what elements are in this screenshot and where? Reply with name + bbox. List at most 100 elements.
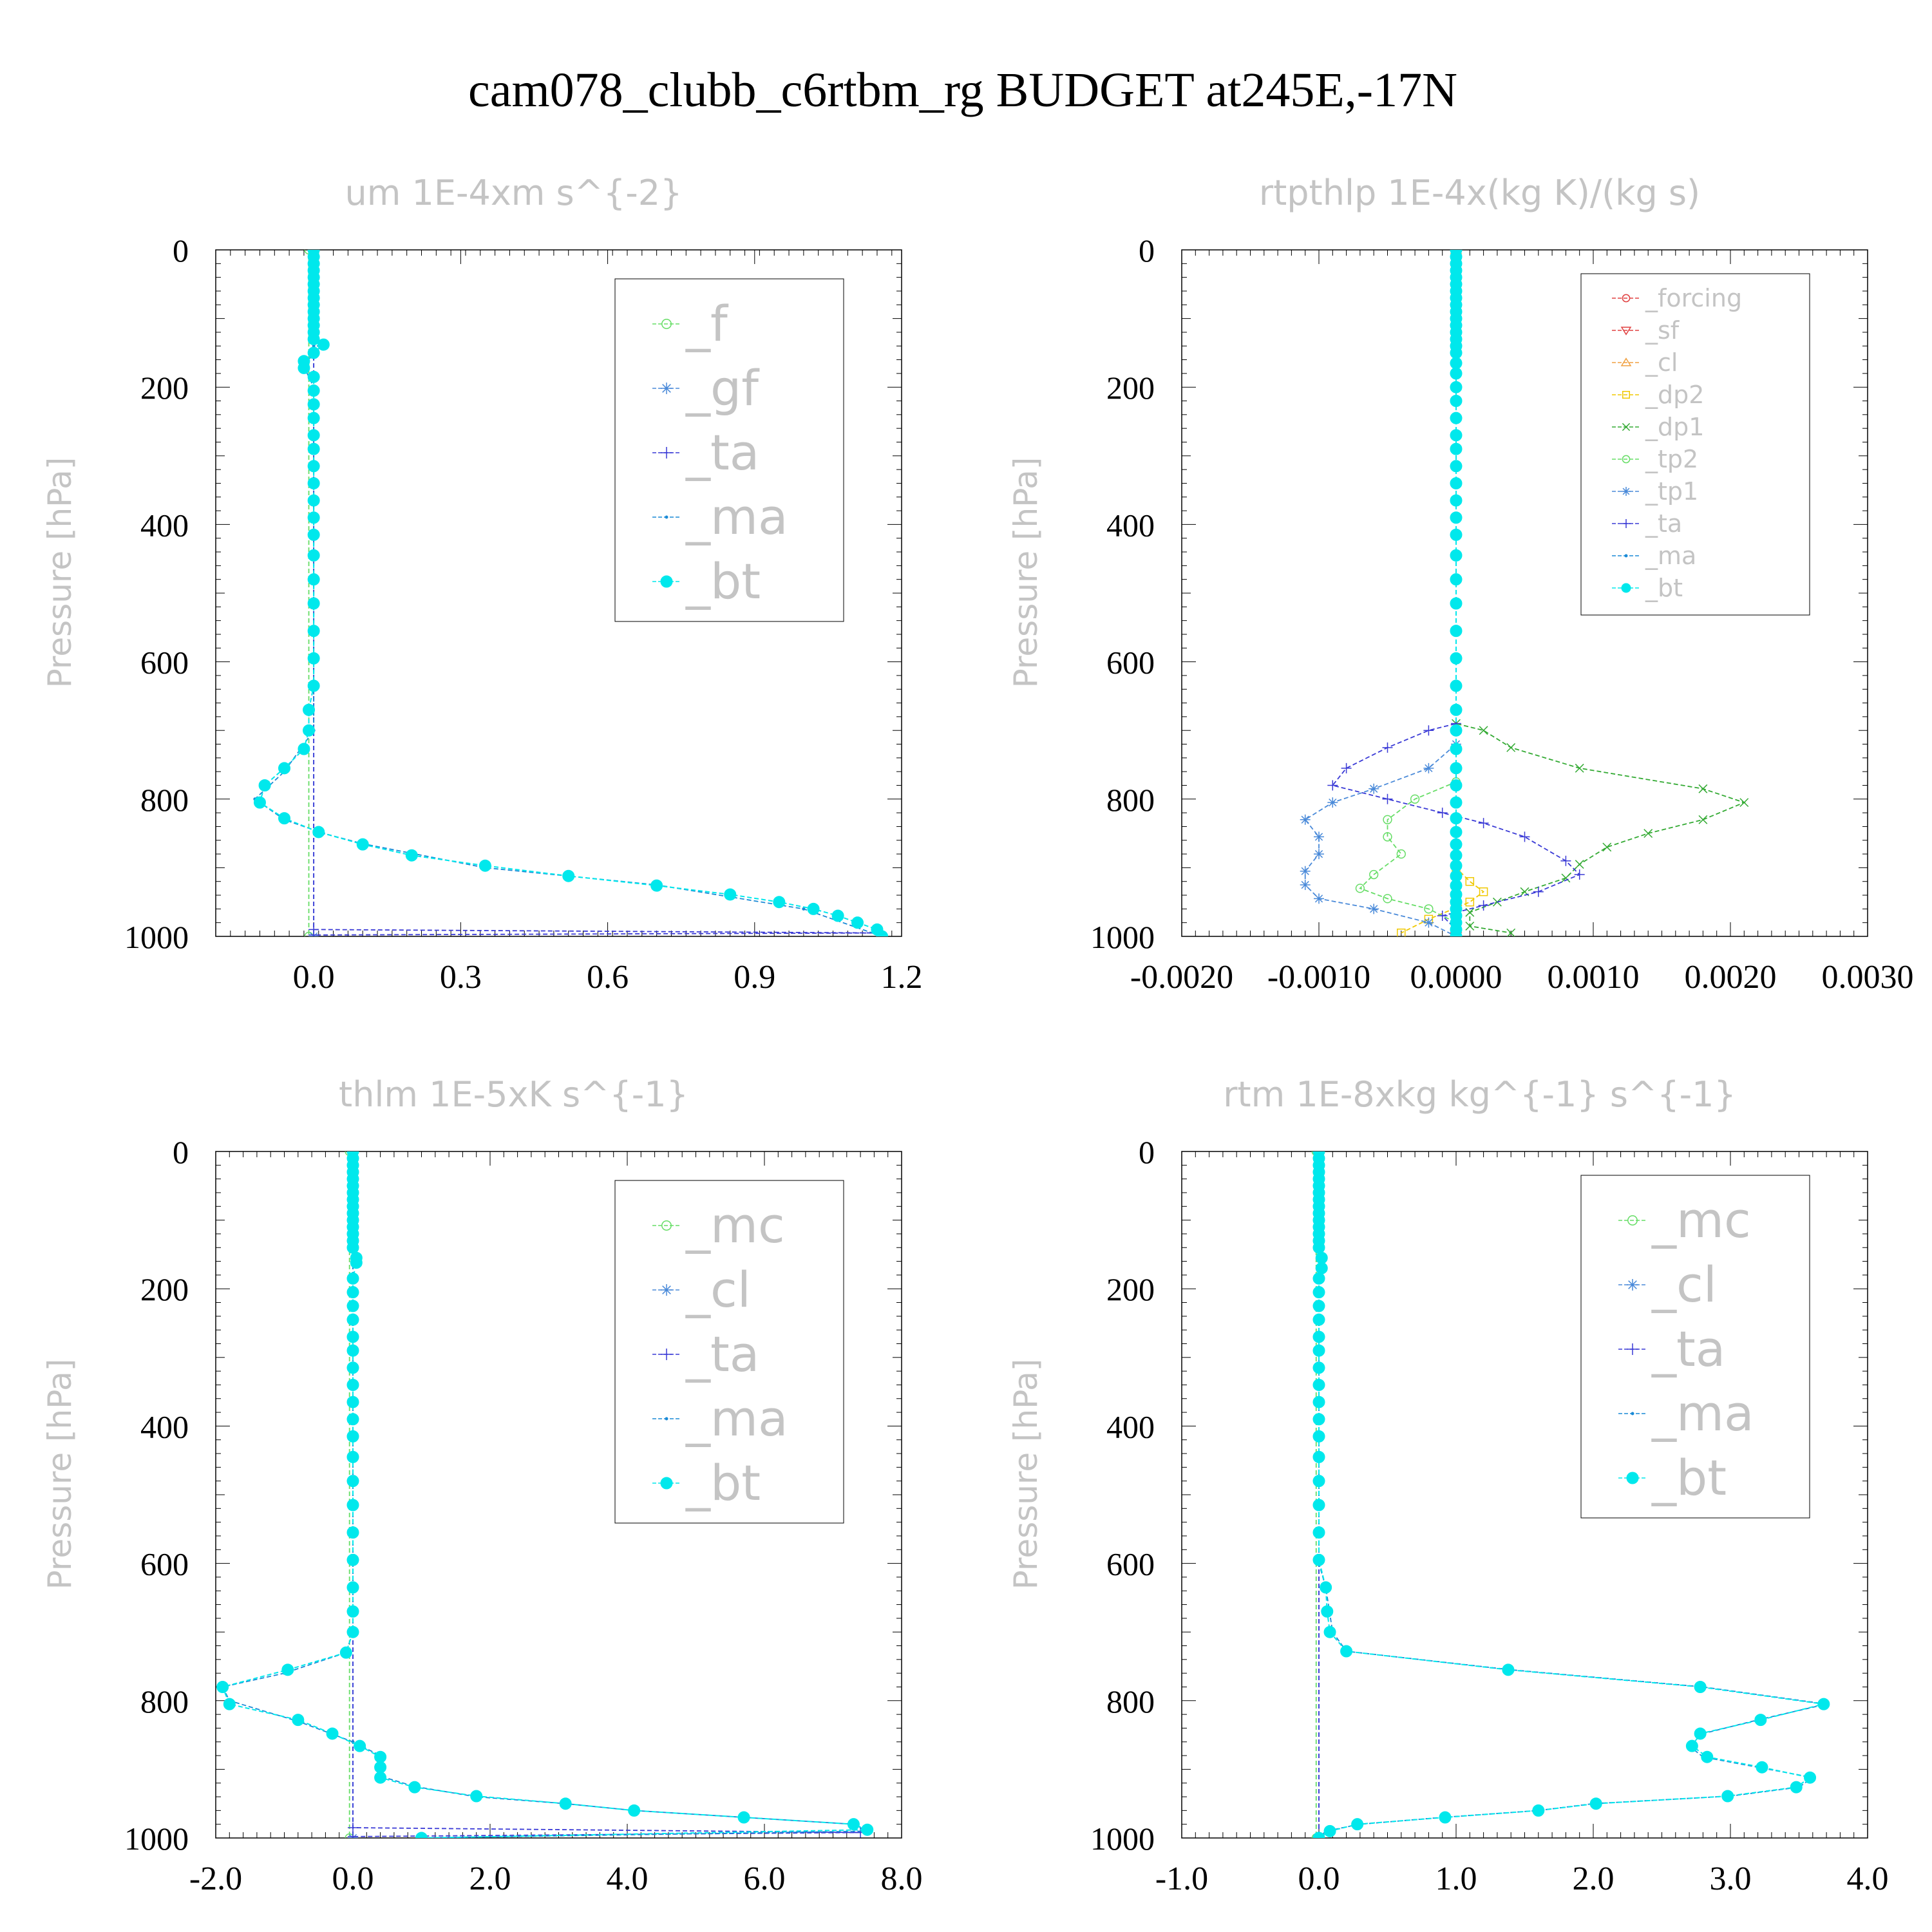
data-point	[1321, 1605, 1334, 1618]
data-point	[1478, 818, 1489, 829]
x-tick-label: 4.0	[1847, 1861, 1889, 1897]
data-point	[1721, 1790, 1734, 1803]
data-point	[223, 1698, 236, 1710]
series-tp1	[1300, 250, 1461, 936]
data-point	[278, 812, 290, 825]
data-point	[1369, 869, 1379, 880]
series-bt	[1450, 250, 1463, 936]
x-tick-label: 2.0	[469, 1861, 511, 1897]
data-point	[307, 370, 320, 383]
data-point	[1685, 1739, 1698, 1752]
data-point	[1450, 849, 1463, 862]
data-point	[1450, 346, 1463, 359]
data-point	[1312, 1378, 1325, 1391]
data-point	[1790, 1781, 1803, 1794]
data-point	[1450, 652, 1463, 665]
legend-marker	[1620, 357, 1632, 366]
x-tick-label: 0.0	[1298, 1861, 1340, 1897]
legend-label: _tp2	[1645, 445, 1698, 473]
data-point	[650, 879, 663, 892]
data-point	[278, 762, 290, 775]
data-point	[415, 1832, 428, 1838]
y-tick-label: 800	[1106, 782, 1155, 818]
data-point	[1465, 922, 1475, 931]
data-point	[1643, 829, 1653, 838]
data-point	[258, 779, 271, 791]
data-point	[724, 888, 737, 901]
y-tick-label: 400	[1106, 1408, 1155, 1444]
legend-marker	[1622, 455, 1631, 464]
data-point	[1574, 869, 1585, 880]
legend-label: _ta	[1651, 1320, 1725, 1378]
legend-marker	[1621, 583, 1631, 593]
data-point	[307, 528, 320, 541]
data-point	[346, 1553, 359, 1566]
data-point	[216, 1680, 229, 1693]
y-tick-label: 600	[1106, 1546, 1155, 1582]
x-tick-label: 6.0	[744, 1861, 786, 1897]
data-point	[346, 1526, 359, 1539]
x-tick-label: -1.0	[1155, 1861, 1208, 1897]
data-point	[307, 625, 320, 638]
data-point	[345, 1833, 354, 1838]
data-point	[1300, 866, 1311, 876]
legend-label: _dp2	[1645, 381, 1704, 409]
data-point	[1383, 832, 1392, 842]
data-point	[1320, 1581, 1332, 1594]
data-point	[307, 429, 320, 442]
data-point	[346, 1396, 359, 1408]
legend-label: _tp1	[1645, 477, 1698, 506]
data-point	[1502, 1663, 1515, 1676]
legend-label: _bt	[1651, 1449, 1727, 1506]
data-point	[1315, 1262, 1328, 1274]
data-point	[1423, 762, 1434, 773]
series-line	[1318, 1151, 1827, 1838]
data-point	[1450, 838, 1463, 851]
x-tick-label: 0.3	[440, 959, 482, 996]
legend-label: _ta	[685, 1325, 759, 1383]
data-point	[354, 1739, 366, 1752]
legend-label: _ta	[1645, 509, 1682, 538]
data-point	[1439, 1811, 1452, 1824]
data-point	[326, 1727, 339, 1740]
data-point	[1312, 1313, 1325, 1326]
legend-label: _ma	[1645, 542, 1696, 570]
data-point	[408, 1781, 421, 1794]
data-point	[1450, 859, 1463, 872]
legend: _mc _cl _ta _ma _bt	[614, 1180, 844, 1524]
legend-marker	[1622, 422, 1631, 431]
legend-label: _ma	[685, 1390, 788, 1447]
data-point	[1450, 762, 1463, 775]
legend-label: _bt	[685, 553, 761, 610]
data-point	[298, 361, 310, 374]
data-point	[346, 1361, 359, 1374]
data-point	[374, 1750, 387, 1763]
series-line	[1401, 250, 1485, 934]
series-line	[1304, 250, 1457, 936]
data-point	[1450, 703, 1463, 716]
data-point	[1533, 886, 1544, 897]
data-point	[1532, 1804, 1545, 1817]
data-point	[851, 916, 864, 929]
data-point	[807, 902, 820, 915]
y-axis-label: Pressure [hPa]	[41, 457, 79, 688]
data-point	[470, 1790, 483, 1803]
legend-marker	[1627, 1279, 1638, 1291]
data-point	[1423, 917, 1434, 928]
panel-title: um 1E-4xm s^{-2}	[345, 173, 683, 213]
legend-marker	[661, 383, 672, 394]
x-tick-label: 1.2	[881, 959, 923, 996]
legend-label: _cl	[685, 1261, 751, 1318]
plot-area	[216, 1151, 874, 1838]
legend-marker	[660, 1477, 673, 1490]
legend-marker	[661, 1349, 672, 1360]
legend-label: _ta	[685, 424, 759, 481]
y-tick-label: 800	[1106, 1683, 1155, 1719]
x-tick-label: 2.0	[1573, 1861, 1615, 1897]
legend-marker	[665, 515, 668, 519]
data-point	[307, 494, 320, 507]
data-point	[1450, 625, 1463, 638]
data-point	[292, 1714, 305, 1727]
data-point	[1312, 1396, 1325, 1408]
legend-label: _bt	[1645, 574, 1683, 602]
